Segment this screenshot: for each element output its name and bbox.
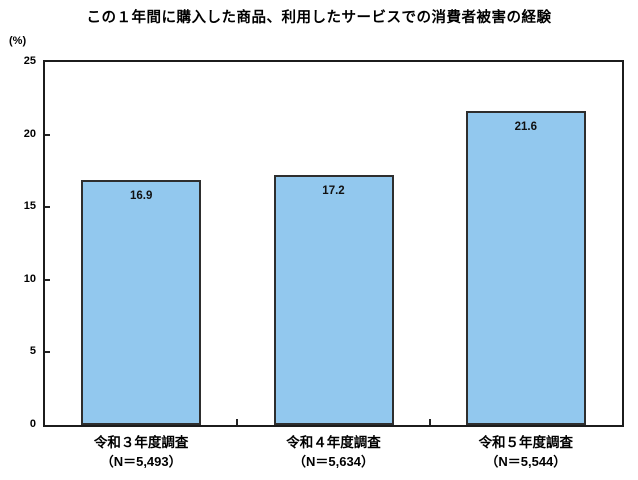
x-category-label: 令和３年度調査 （N＝5,493） <box>45 434 237 471</box>
y-tick-label: 10 <box>23 272 36 285</box>
x-tick-mark <box>236 419 239 425</box>
bar: 16.9 <box>81 179 202 425</box>
y-tick-label: 20 <box>23 127 36 140</box>
x-category-name: 令和５年度調査 <box>478 435 574 450</box>
x-tick-mark <box>428 419 431 425</box>
bar-value-label: 16.9 <box>129 189 153 202</box>
x-category-sample-size: （N＝5,544） <box>485 453 567 469</box>
x-category-sample-size: （N＝5,634） <box>293 453 374 469</box>
bar-value-label: 17.2 <box>322 185 345 198</box>
x-category-name: 令和３年度調査 <box>93 435 189 450</box>
y-tick-mark <box>45 133 50 136</box>
bar: 17.2 <box>273 175 394 425</box>
y-tick-label: 5 <box>29 345 36 358</box>
y-tick-mark <box>45 278 50 281</box>
x-category-label: 令和５年度調査 （N＝5,544） <box>430 434 622 471</box>
y-tick-mark <box>45 351 50 354</box>
y-tick-mark <box>45 206 50 209</box>
y-tick-label: 15 <box>23 200 36 213</box>
bar-value-label: 21.6 <box>514 121 538 134</box>
chart-title: この１年間に購入した商品、利用したサービスでの消費者被害の経験 <box>86 10 552 26</box>
y-axis-unit-label: (%) <box>9 35 27 47</box>
plot-area: 16.9 17.2 21.6 <box>43 60 624 427</box>
bar: 21.6 <box>465 111 586 425</box>
y-tick-label: 25 <box>23 55 36 67</box>
x-category-name: 令和４年度調査 <box>286 435 381 450</box>
x-category-sample-size: （N＝5,493） <box>100 453 182 469</box>
x-category-label: 令和４年度調査 （N＝5,634） <box>237 434 429 471</box>
y-tick-label: 0 <box>29 418 36 430</box>
